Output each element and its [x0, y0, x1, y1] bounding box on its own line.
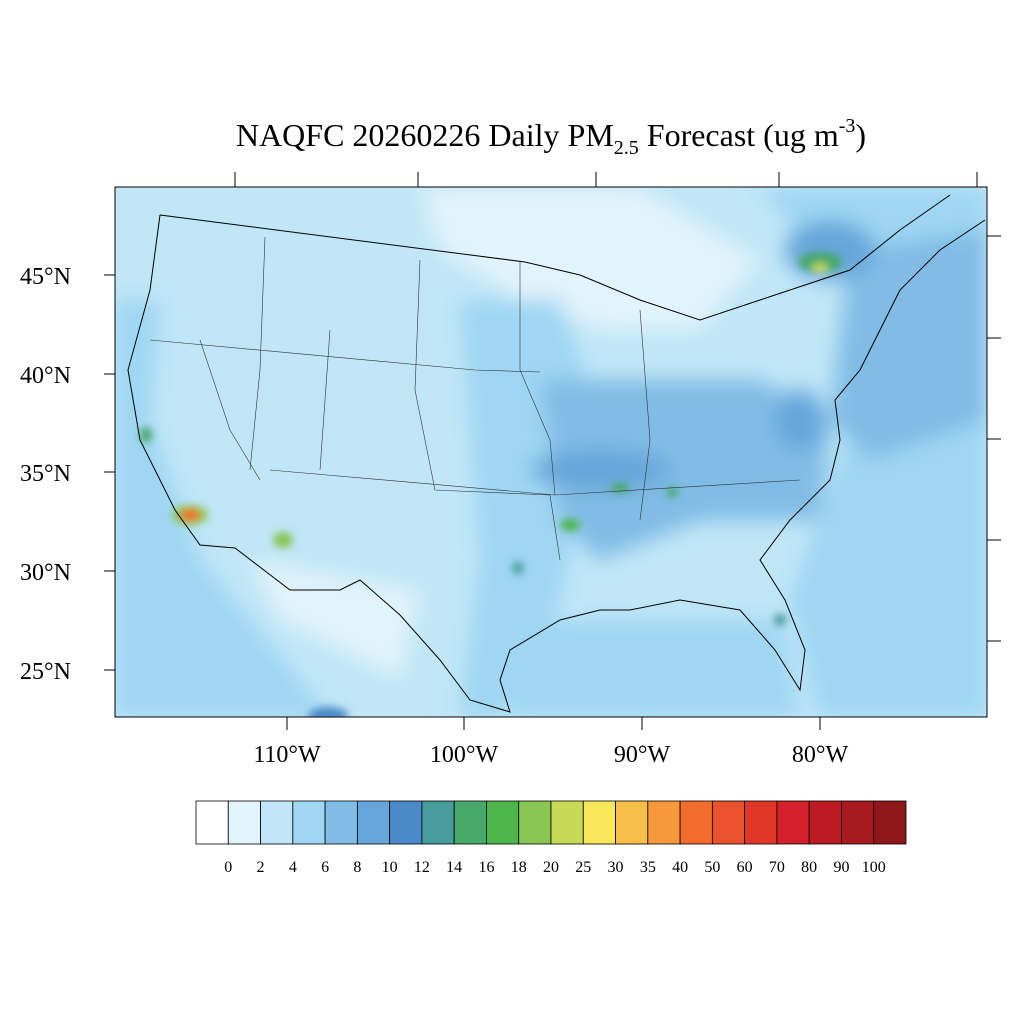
title-subscript: 2.5: [614, 137, 639, 159]
colorbar-label: 25: [575, 859, 591, 876]
colorbar-label: 6: [321, 859, 329, 876]
colorbar-label: 90: [833, 859, 849, 876]
lon-label: 80°W: [792, 742, 849, 768]
lat-label: 25°N: [20, 659, 71, 685]
colorbar-box: [260, 800, 294, 845]
colorbar-box: [389, 800, 423, 845]
colorbar-label: 35: [640, 859, 656, 876]
lat-label: 30°N: [20, 560, 71, 586]
title-superscript: -3: [839, 115, 856, 137]
colorbar-box: [711, 800, 746, 845]
colorbar-label: 30: [608, 859, 624, 876]
colorbar-label: 14: [446, 859, 462, 876]
colorbar-label: 20: [543, 859, 559, 876]
colorbar-label: 0: [224, 859, 232, 876]
colorbar-box: [486, 800, 520, 845]
colorbar-box: [195, 800, 229, 845]
colorbar-label: 18: [511, 859, 527, 876]
title: NAQFC 20260226 Daily PM2.5 Forecast (ug …: [236, 115, 866, 159]
colorbar-label: 70: [769, 859, 785, 876]
colorbar-label: 10: [382, 859, 398, 876]
colorbar-box: [324, 800, 358, 845]
colorbar-label: 80: [801, 859, 817, 876]
colorbar-box: [227, 800, 261, 845]
map-field: [115, 187, 987, 717]
map-frame: [114, 186, 988, 718]
colorbar-box: [421, 800, 455, 845]
colorbar-label: 16: [478, 859, 494, 876]
colorbar-box: [292, 800, 326, 845]
colorbar-box: [356, 800, 391, 845]
lon-label: 100°W: [430, 742, 499, 768]
colorbar-label: 100: [862, 859, 886, 876]
colorbar-box: [841, 800, 875, 845]
colorbar-label: 40: [672, 859, 688, 876]
colorbar-box: [518, 800, 552, 845]
lon-label: 110°W: [253, 742, 321, 768]
title-text: Forecast (ug m: [639, 117, 839, 153]
colorbar-label: 50: [704, 859, 720, 876]
colorbar-box: [550, 800, 584, 845]
title-text: ): [855, 117, 866, 153]
colorbar-label: 60: [737, 859, 753, 876]
map-axes: 45°N 40°N 35°N 30°N 25°N 110°W 100°W 90°W 80°W: [20, 172, 1001, 768]
colorbar-box: [582, 800, 616, 845]
lon-label: 90°W: [614, 742, 671, 768]
colorbar-box: [679, 800, 713, 845]
colorbar-box: [615, 800, 649, 845]
colorbar-box: [873, 800, 907, 845]
colorbar-label: 12: [414, 859, 430, 876]
colorbar: 0 2 4 6 8 10 12 14 16 18 20 25 30 35 40 50 60 70 80 90 100: [195, 800, 907, 876]
colorbar-box: [808, 800, 842, 845]
colorbar-label: 4: [289, 859, 297, 876]
colorbar-label: 2: [257, 859, 265, 876]
lat-label: 35°N: [20, 461, 71, 487]
colorbar-box: [647, 800, 681, 845]
title-text: NAQFC 20260226 Daily PM: [236, 117, 614, 153]
colorbar-label: 8: [353, 859, 361, 876]
colorbar-box: [776, 800, 810, 845]
lat-label: 45°N: [20, 264, 71, 290]
lat-label: 40°N: [20, 363, 71, 389]
colorbar-box: [453, 800, 487, 845]
colorbar-box: [744, 800, 778, 845]
